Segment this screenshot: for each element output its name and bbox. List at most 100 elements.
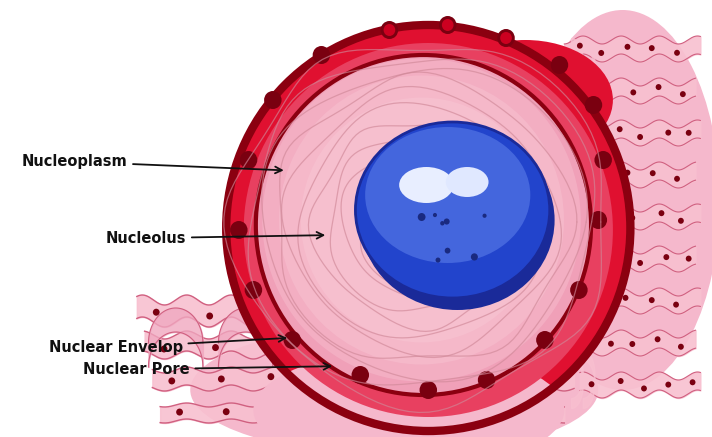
Circle shape xyxy=(637,134,643,140)
Circle shape xyxy=(686,256,691,262)
Circle shape xyxy=(439,16,456,34)
Circle shape xyxy=(176,409,183,416)
Circle shape xyxy=(497,29,515,47)
Circle shape xyxy=(678,344,684,350)
Circle shape xyxy=(582,84,587,90)
Circle shape xyxy=(570,281,587,299)
Circle shape xyxy=(442,19,454,31)
Circle shape xyxy=(230,221,248,239)
Circle shape xyxy=(283,331,301,349)
Circle shape xyxy=(637,260,643,266)
Circle shape xyxy=(169,378,175,385)
Circle shape xyxy=(161,346,167,353)
Circle shape xyxy=(466,377,473,384)
Circle shape xyxy=(260,309,266,316)
Text: Nuclear Envelop: Nuclear Envelop xyxy=(48,335,286,355)
Circle shape xyxy=(624,44,630,50)
Circle shape xyxy=(586,212,592,217)
Circle shape xyxy=(444,218,450,225)
Circle shape xyxy=(649,45,654,51)
Circle shape xyxy=(665,382,671,388)
Circle shape xyxy=(574,296,580,302)
Circle shape xyxy=(409,408,416,415)
Circle shape xyxy=(317,372,324,379)
Ellipse shape xyxy=(190,325,598,437)
Circle shape xyxy=(589,381,595,387)
Ellipse shape xyxy=(224,25,632,435)
Circle shape xyxy=(352,366,369,384)
Circle shape xyxy=(416,375,423,382)
Circle shape xyxy=(316,408,323,415)
Circle shape xyxy=(218,375,225,382)
Circle shape xyxy=(656,84,661,90)
Circle shape xyxy=(245,281,262,299)
Circle shape xyxy=(367,339,373,346)
Circle shape xyxy=(206,312,213,319)
Circle shape xyxy=(600,176,605,182)
Circle shape xyxy=(624,170,630,176)
Circle shape xyxy=(527,309,534,316)
Circle shape xyxy=(515,378,522,385)
Circle shape xyxy=(674,50,680,56)
Circle shape xyxy=(659,210,664,216)
Circle shape xyxy=(313,46,330,64)
Circle shape xyxy=(690,379,696,385)
Circle shape xyxy=(680,91,686,97)
Circle shape xyxy=(601,302,607,308)
Circle shape xyxy=(629,215,635,221)
Circle shape xyxy=(650,170,656,176)
Circle shape xyxy=(664,254,669,260)
Circle shape xyxy=(367,304,373,311)
Circle shape xyxy=(420,309,426,316)
Circle shape xyxy=(673,302,679,308)
Ellipse shape xyxy=(360,130,555,310)
Circle shape xyxy=(263,340,271,347)
Ellipse shape xyxy=(300,97,542,343)
Circle shape xyxy=(617,126,622,132)
Circle shape xyxy=(686,130,691,136)
Circle shape xyxy=(649,297,654,303)
Circle shape xyxy=(381,21,398,39)
Circle shape xyxy=(641,385,647,392)
Circle shape xyxy=(440,221,444,225)
Circle shape xyxy=(315,338,322,345)
Circle shape xyxy=(674,176,680,182)
Circle shape xyxy=(212,344,219,351)
Text: Nucleolus: Nucleolus xyxy=(106,231,323,246)
Ellipse shape xyxy=(279,76,564,364)
Circle shape xyxy=(605,216,611,222)
Ellipse shape xyxy=(256,55,591,395)
Circle shape xyxy=(585,96,602,114)
Circle shape xyxy=(598,50,604,56)
Ellipse shape xyxy=(355,122,550,298)
Circle shape xyxy=(418,342,425,349)
Text: Nuclear Pore: Nuclear Pore xyxy=(83,362,330,377)
Circle shape xyxy=(608,341,614,347)
Circle shape xyxy=(473,312,481,319)
Ellipse shape xyxy=(262,59,581,382)
Ellipse shape xyxy=(438,40,613,160)
Circle shape xyxy=(654,336,661,342)
Circle shape xyxy=(445,248,451,253)
Ellipse shape xyxy=(446,167,488,197)
Circle shape xyxy=(577,43,583,49)
Circle shape xyxy=(384,24,395,36)
Circle shape xyxy=(470,345,476,352)
Circle shape xyxy=(630,90,637,95)
Ellipse shape xyxy=(525,10,712,390)
Circle shape xyxy=(503,409,509,416)
Text: Nucleoplasm: Nucleoplasm xyxy=(21,154,282,173)
Circle shape xyxy=(471,253,478,260)
Circle shape xyxy=(419,381,437,399)
Circle shape xyxy=(478,371,496,389)
Circle shape xyxy=(483,214,486,218)
Circle shape xyxy=(268,373,274,380)
Circle shape xyxy=(576,169,582,175)
Circle shape xyxy=(367,373,373,380)
Ellipse shape xyxy=(253,350,565,437)
Ellipse shape xyxy=(365,127,530,263)
Circle shape xyxy=(595,151,612,169)
Circle shape xyxy=(665,130,671,135)
Circle shape xyxy=(521,345,528,352)
Ellipse shape xyxy=(399,167,454,203)
